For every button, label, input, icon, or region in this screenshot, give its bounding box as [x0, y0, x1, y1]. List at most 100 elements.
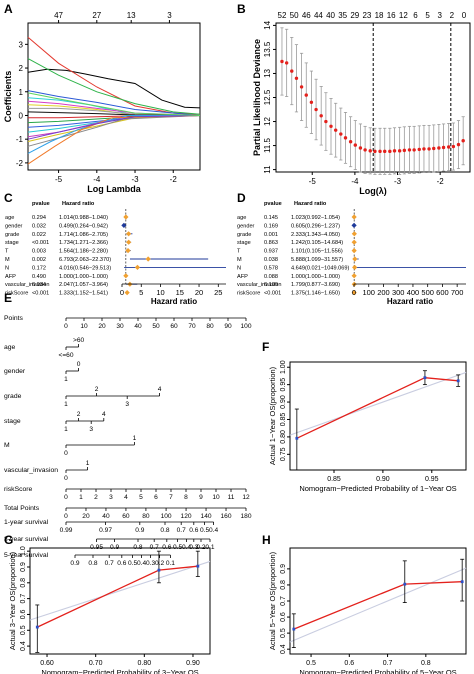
x-tick-label: 0.5: [306, 660, 316, 667]
hazard-ratio-marker: [351, 290, 357, 296]
nomogram-tick-label: 7: [169, 494, 173, 501]
hazard-ratio-text: 5.888(1.099−31.557): [291, 257, 343, 263]
hazard-ratio-marker: [145, 256, 151, 262]
nomogram-row-label: Total Points: [4, 505, 40, 512]
x-tick-label: 0.90: [376, 476, 390, 483]
top-count-label: 3: [438, 11, 443, 20]
y-tick-label: 0.95: [280, 378, 287, 392]
pvalue-text: 0.088: [264, 274, 278, 280]
coefficient-path-1: [27, 68, 201, 109]
x-axis-label: Log(λ): [359, 186, 387, 196]
nomogram-row-label: 3-year survival: [4, 536, 49, 543]
top-count-label: 23: [362, 11, 371, 20]
top-count-label: 18: [375, 11, 384, 20]
nomogram-tick-label: 5: [139, 494, 143, 501]
deviance-point: [422, 147, 426, 151]
x-tick-label: -2: [170, 175, 178, 184]
header-hazard-ratio: Hazard ratio: [294, 201, 327, 207]
nomogram-tick-label: 0: [64, 475, 68, 482]
panel-letter-f: F: [262, 340, 269, 354]
calibration-point: [35, 625, 39, 629]
x-tick-label: 15: [176, 288, 184, 297]
x-tick-label: 25: [214, 288, 222, 297]
y-tick-label: 2: [19, 64, 24, 73]
top-tick-label: 27: [92, 11, 101, 20]
plot-frame: [289, 547, 467, 655]
variable-label: stage: [5, 240, 19, 246]
top-count-label: 2: [450, 11, 455, 20]
nomogram-tick-label: 40: [102, 513, 110, 520]
nomogram-tick-label: 4: [102, 411, 106, 418]
calibration-point: [157, 568, 161, 572]
deviance-point: [412, 148, 416, 152]
deviance-point: [304, 93, 308, 97]
deviance-point: [427, 147, 431, 151]
nomogram-tick-label: 0: [64, 323, 68, 330]
x-tick-label: 500: [421, 288, 434, 297]
deviance-point: [329, 124, 333, 129]
nomogram-tick-label: 0.4: [209, 527, 218, 534]
calibration-curve: [296, 377, 459, 439]
y-tick-label: 0.4: [280, 644, 287, 654]
pvalue-text: 0.169: [264, 223, 278, 229]
x-tick-label: -4: [351, 177, 359, 186]
deviance-point: [397, 149, 402, 153]
calibration-point: [295, 436, 299, 440]
nomogram-tick-label: 2: [95, 386, 99, 393]
nomogram-tick-label: 80: [142, 513, 150, 520]
hazard-ratio-marker: [125, 248, 131, 254]
nomogram-row-label: 1-year survival: [4, 519, 49, 526]
variable-label: age: [237, 215, 246, 221]
x-tick-label: 0.95: [425, 476, 439, 483]
panel-h-calibration-5yr: 0.5 0.6 0.7 0.8 0.4 0.5 0.6 0.7 0.8 0.9 Nomogram−P…: [268, 547, 467, 674]
x-tick-label: 0: [352, 288, 356, 297]
nomogram-tick-label: 0: [64, 494, 68, 501]
variable-label: vascular_invasion: [237, 282, 281, 288]
top-count-label: 6: [413, 11, 418, 20]
x-tick-label: -2: [437, 177, 445, 186]
top-count-label: 12: [399, 11, 408, 20]
hazard-ratio-text: 1.023(0.992−1.054): [291, 215, 340, 221]
deviance-point: [446, 145, 451, 149]
calibration-point: [460, 580, 464, 584]
hazard-ratio-text: 1.000(1.000−1.000): [59, 274, 108, 280]
pvalue-text: 0.172: [32, 265, 46, 271]
y-tick-label: -1: [16, 135, 24, 144]
deviance-point: [284, 61, 289, 65]
top-tick-label: 13: [127, 11, 136, 20]
variable-label: AFP: [5, 274, 16, 280]
deviance-point: [319, 114, 323, 118]
deviance-point: [339, 132, 343, 136]
y-tick-label: 0.4: [20, 641, 27, 651]
nomogram-tick-label: 20: [82, 513, 90, 520]
hazard-ratio-marker: [351, 239, 357, 245]
pvalue-text: 0.109: [264, 282, 278, 288]
nomogram-tick-label: 0.3: [146, 560, 155, 567]
variable-label: T: [237, 249, 241, 255]
nomogram-tick-label: 0.6: [117, 560, 126, 567]
panel-letter-b: B: [237, 2, 246, 16]
deviance-point: [363, 148, 367, 152]
panel-letter-c: C: [4, 191, 13, 205]
deviance-point: [383, 149, 387, 154]
pvalue-text: 0.034: [32, 282, 46, 288]
nomogram-tick-label: 2: [94, 494, 98, 501]
y-tick-label: 0.9: [280, 564, 287, 574]
ideal-diagonal-line: [29, 560, 211, 621]
y-tick-label: 3: [19, 40, 24, 49]
nomogram-row-label: age: [4, 344, 16, 351]
pvalue-text: 0.002: [32, 257, 46, 263]
panel-d-multivariate-forest: pvalue Hazard ratio age 0.145 1.023(0.992−1.…: [237, 201, 466, 306]
variable-label: T: [5, 249, 9, 255]
header-hazard-ratio: Hazard ratio: [62, 201, 95, 207]
y-tick-label: 0.8: [280, 580, 287, 590]
pvalue-text: <0.001: [32, 240, 49, 246]
hazard-ratio-marker: [126, 231, 132, 237]
pvalue-text: <0.001: [32, 291, 49, 297]
panel-letter-h: H: [262, 533, 271, 547]
x-tick-label: 0.6: [344, 660, 354, 667]
pvalue-text: 0.490: [32, 274, 46, 280]
plot-frame: [29, 547, 211, 655]
x-axis-label: Nomogram−Predicted Probability of 1−Year…: [299, 484, 456, 493]
x-axis-label: Hazard ratio: [151, 297, 197, 306]
